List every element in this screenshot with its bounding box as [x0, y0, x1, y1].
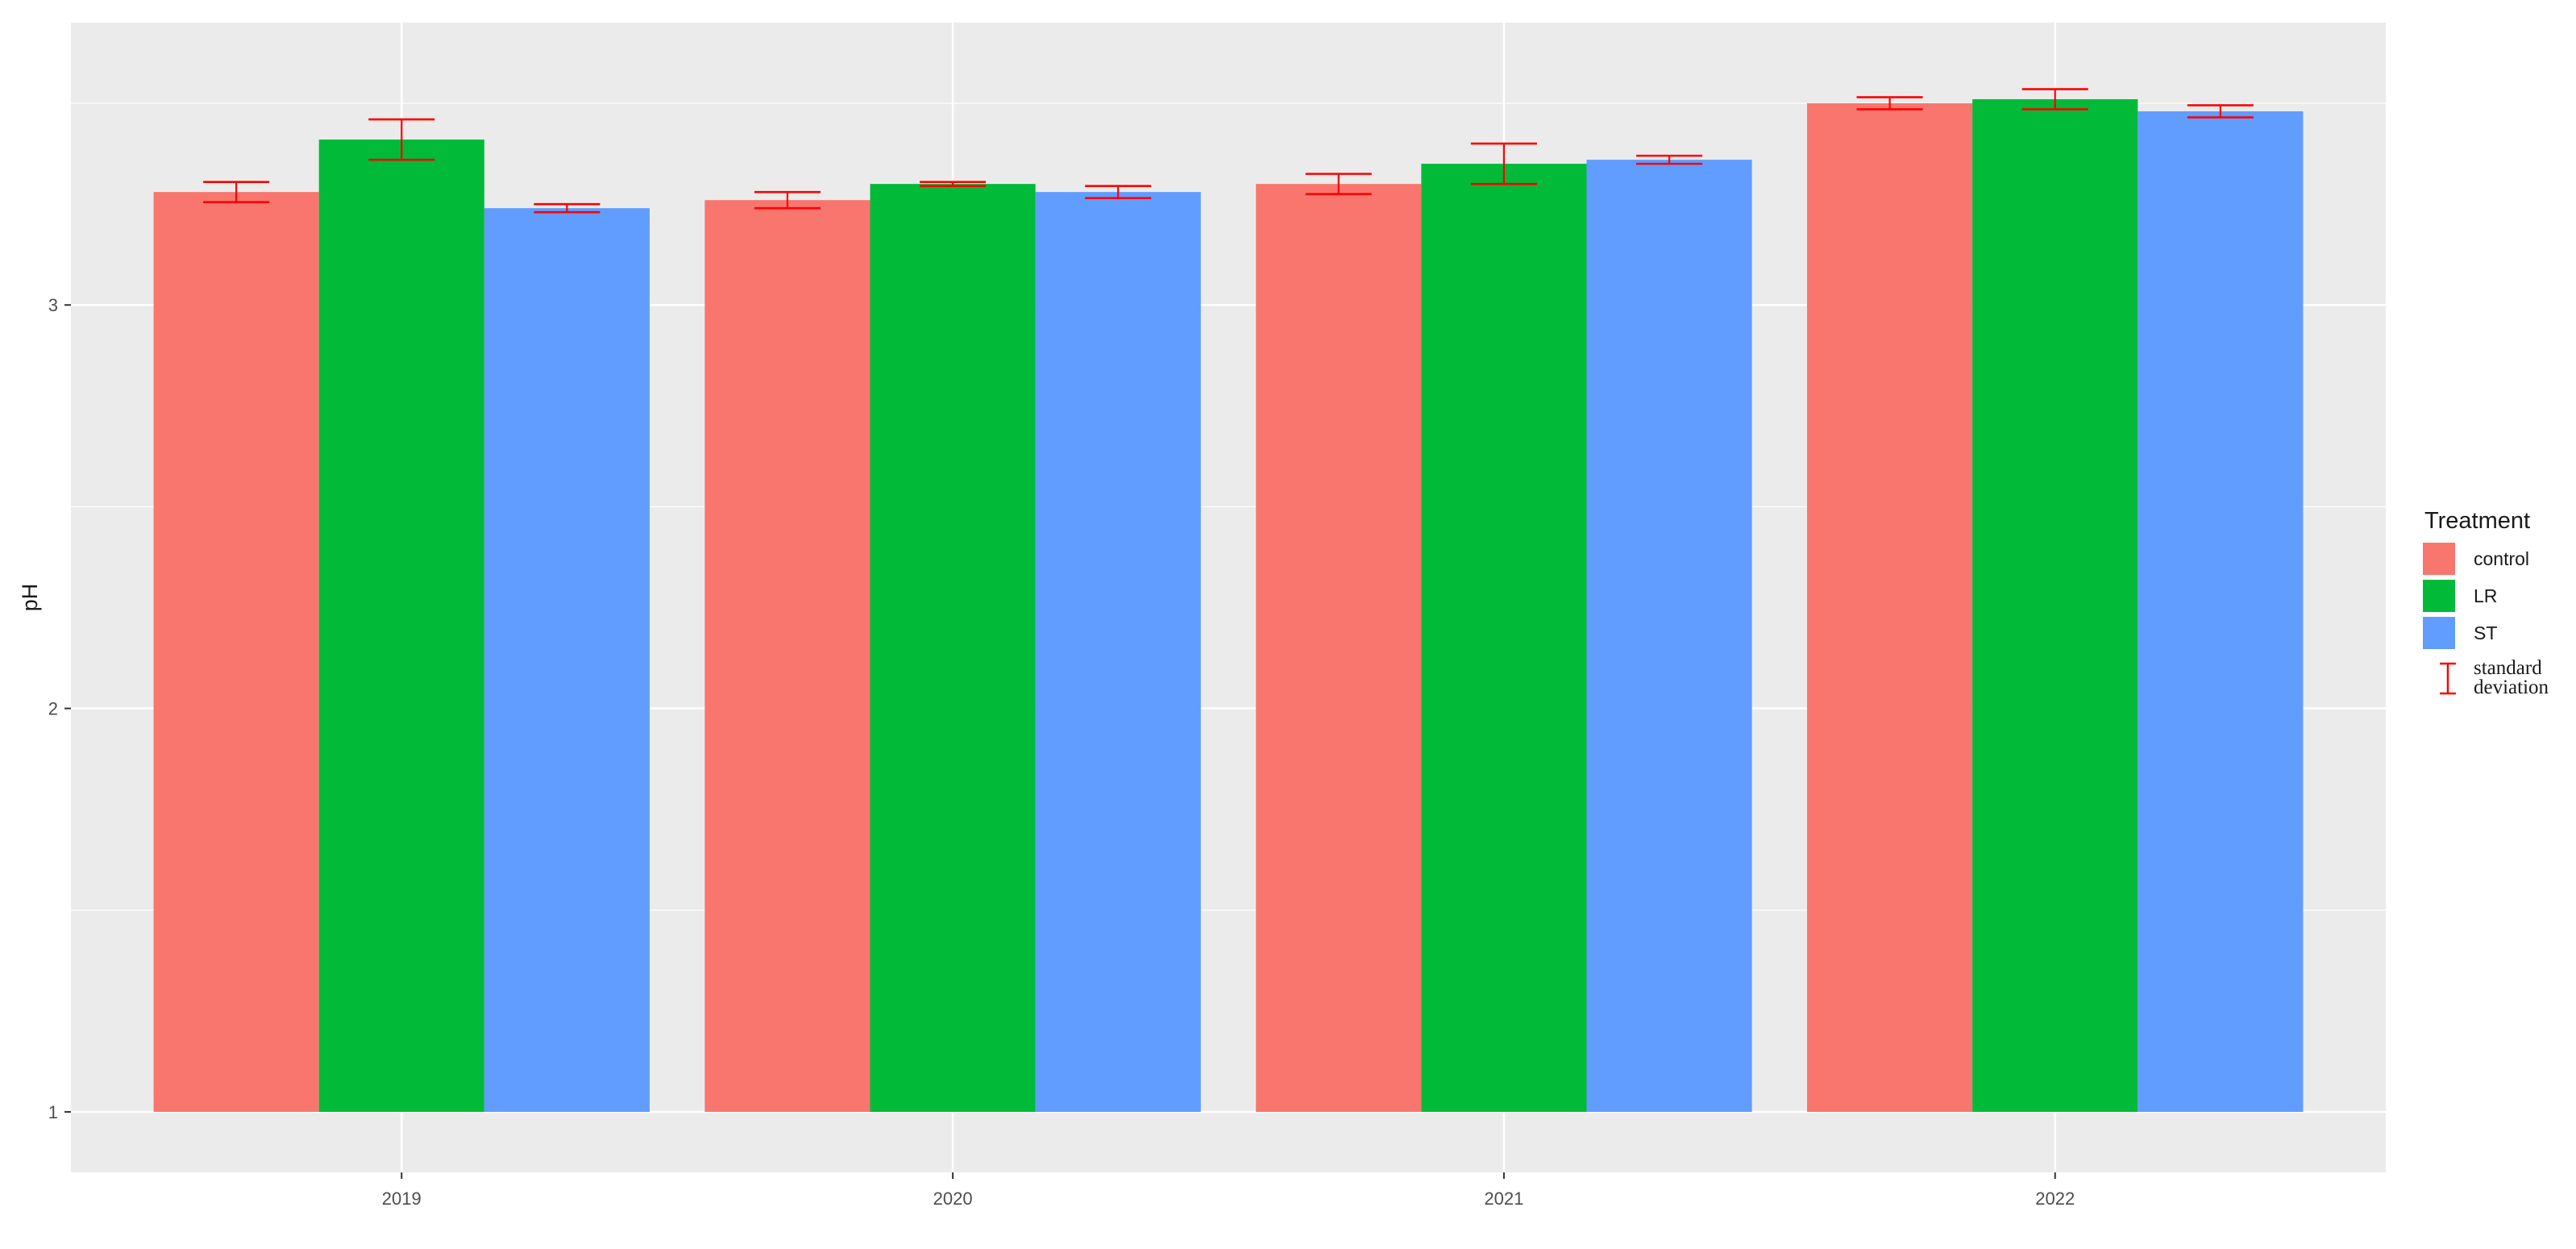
y-axis-title: pH — [18, 584, 42, 612]
legend-label-LR: LR — [2474, 585, 2497, 606]
x-axis: 2019 2020 2021 2022 — [382, 1172, 2075, 1209]
legend-title: Treatment — [2424, 508, 2530, 534]
x-tick-label: 2020 — [933, 1189, 973, 1209]
y-tick-label: 3 — [48, 295, 58, 315]
y-axis: 1 2 3 — [48, 295, 71, 1122]
bar-control-2021 — [1256, 184, 1422, 1112]
bar-LR-2022 — [1972, 99, 2138, 1112]
bar-ST-2019 — [484, 208, 650, 1112]
legend-label-sd-line2: deviation — [2474, 677, 2549, 698]
bar-ST-2022 — [2138, 111, 2304, 1112]
bars — [153, 99, 2304, 1112]
error-bars — [203, 88, 2254, 214]
bar-LR-2019 — [318, 139, 484, 1112]
y-tick-label: 1 — [48, 1102, 58, 1122]
bar-LR-2020 — [870, 184, 1036, 1112]
bar-ST-2021 — [1586, 160, 1752, 1112]
legend-label-ST: ST — [2474, 622, 2497, 643]
legend-keys: control LR ST — [2423, 543, 2529, 649]
bar-control-2022 — [1807, 103, 1973, 1112]
y-tick-label: 2 — [48, 699, 58, 719]
bar-LR-2021 — [1421, 164, 1587, 1112]
legend-label-sd-line1: standard — [2474, 657, 2542, 679]
legend: Treatment control LR ST standard deviation — [2423, 508, 2549, 698]
bar-control-2020 — [704, 200, 870, 1112]
legend-key-standard-deviation: standard deviation — [2440, 657, 2549, 698]
bar-control-2019 — [153, 192, 319, 1112]
legend-label-control: control — [2474, 548, 2529, 569]
legend-key-control — [2423, 543, 2455, 575]
x-tick-label: 2019 — [382, 1189, 422, 1209]
x-tick-label: 2021 — [1484, 1189, 1523, 1209]
legend-key-ST — [2423, 617, 2455, 649]
legend-key-LR — [2423, 580, 2455, 612]
bar-ST-2020 — [1035, 192, 1201, 1112]
x-tick-label: 2022 — [2035, 1189, 2075, 1209]
